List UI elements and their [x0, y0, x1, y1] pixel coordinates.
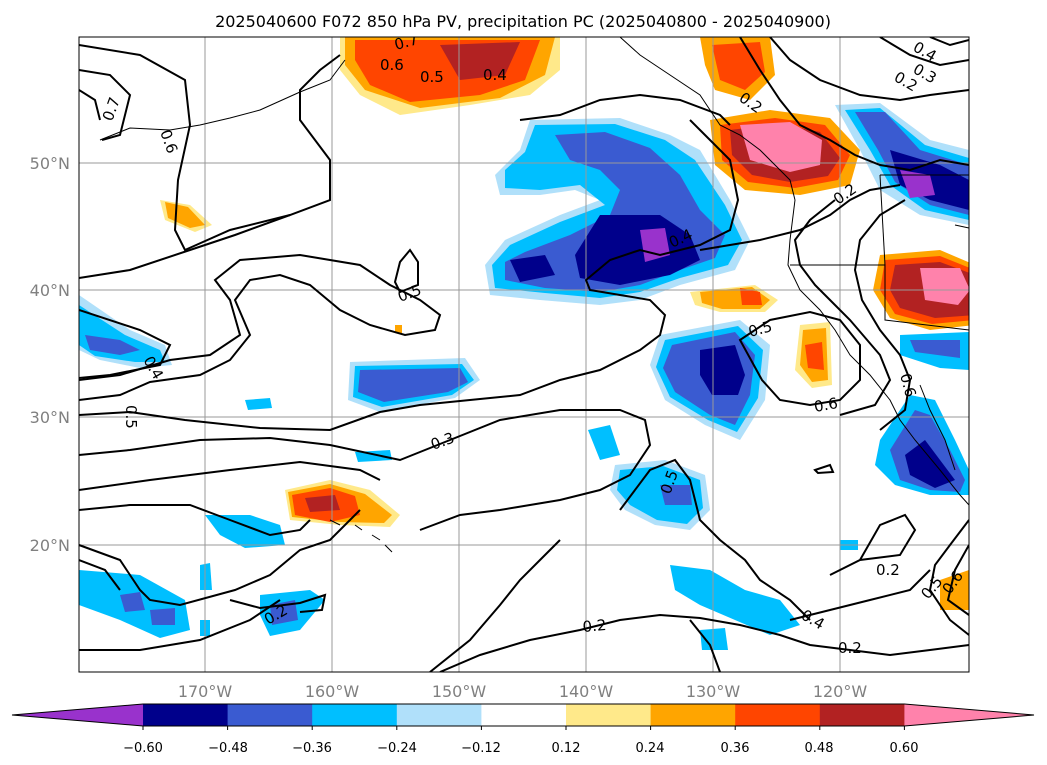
colorbar-segment	[819, 704, 905, 726]
lat-label-40n: 40°N	[30, 281, 70, 300]
colorbar-segment	[12, 704, 143, 726]
lat-label-50n: 50°N	[30, 154, 70, 173]
lat-label-30n: 30°N	[30, 408, 70, 427]
map-panel: 0.7 0.6 0.5 0.4 0.7 0.6 0.4 0.3 0.2 0.2 …	[78, 36, 970, 673]
contour-label: 0.5	[420, 68, 444, 86]
contour-label: 0.2	[838, 639, 862, 657]
lat-labels: 50°N 40°N 30°N 20°N	[30, 154, 70, 555]
colorbar-segments	[11, 703, 1035, 730]
colorbar-tick-label: 0.24	[636, 741, 665, 756]
colorbar-tick-label: −0.24	[377, 741, 417, 756]
colorbar-tick-label: 0.12	[552, 741, 581, 756]
lat-label-20n: 20°N	[30, 536, 70, 555]
lon-label-160w: 160°W	[305, 682, 360, 701]
colorbar-segment	[312, 704, 398, 726]
contour-label: 0.6	[813, 394, 840, 416]
shade-east-pacific-blue	[650, 320, 770, 440]
contour-label: 0.6	[896, 371, 920, 399]
shade-subtropic-blue	[348, 358, 480, 412]
colorbar-segment	[650, 704, 736, 726]
colorbar-tick-label: 0.48	[805, 741, 834, 756]
lon-label-130w: 130°W	[686, 682, 741, 701]
colorbar-segment	[566, 704, 652, 726]
shade-hawaii	[285, 480, 400, 527]
colorbar-ticks: −0.60 −0.48 −0.36 −0.24 −0.12 0.12 0.24 …	[123, 741, 918, 756]
shade-subtropic-east	[588, 425, 710, 530]
colorbar-segment	[904, 704, 1034, 726]
lon-label-120w: 120°W	[813, 682, 868, 701]
contour-label: 0.2	[876, 561, 900, 579]
contour-label: 0.5	[122, 405, 140, 429]
colorbar-segment	[481, 704, 567, 726]
contour-label: 0.2	[582, 616, 607, 636]
colorbar-segment	[143, 704, 229, 726]
shade-gulf-alaska	[340, 37, 560, 115]
colorbar-segment	[227, 704, 313, 726]
colorbar: −0.60 −0.48 −0.36 −0.24 −0.12 0.12 0.24 …	[11, 703, 1035, 756]
colorbar-tick-label: −0.48	[208, 741, 248, 756]
colorbar-tick-label: 0.60	[890, 741, 919, 756]
map-frame	[78, 36, 970, 673]
pv-contours	[79, 37, 969, 672]
contour-label: 0.6	[380, 56, 404, 74]
lon-label-150w: 150°W	[432, 682, 487, 701]
shade-west-blue	[79, 295, 172, 368]
colorbar-tick-label: −0.12	[461, 741, 501, 756]
colorbar-tick-label: 0.36	[721, 741, 750, 756]
colorbar-tick-label: −0.60	[123, 741, 163, 756]
precip-shading	[79, 37, 969, 650]
contour-label: 0.4	[483, 66, 507, 84]
colorbar-tick-label: −0.36	[292, 741, 332, 756]
lon-labels: 170°W 160°W 150°W 140°W 130°W 120°W	[178, 682, 868, 701]
shade-mexico-blue	[875, 332, 969, 495]
figure-title: 2025040600 F072 850 hPa PV, precipitatio…	[215, 12, 831, 31]
colorbar-segment	[396, 704, 482, 726]
lon-label-170w: 170°W	[178, 682, 233, 701]
colorbar-segment	[735, 704, 821, 726]
lon-label-140w: 140°W	[559, 682, 614, 701]
contour-label: 0.5	[746, 317, 774, 341]
shade-pacific-nw	[710, 110, 860, 195]
